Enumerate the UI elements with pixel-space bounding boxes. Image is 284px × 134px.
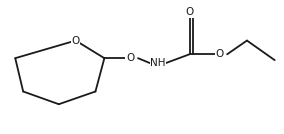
- Text: O: O: [72, 36, 80, 46]
- Text: O: O: [185, 7, 194, 17]
- Text: O: O: [126, 53, 134, 63]
- Text: O: O: [215, 49, 223, 59]
- Text: NH: NH: [150, 58, 166, 68]
